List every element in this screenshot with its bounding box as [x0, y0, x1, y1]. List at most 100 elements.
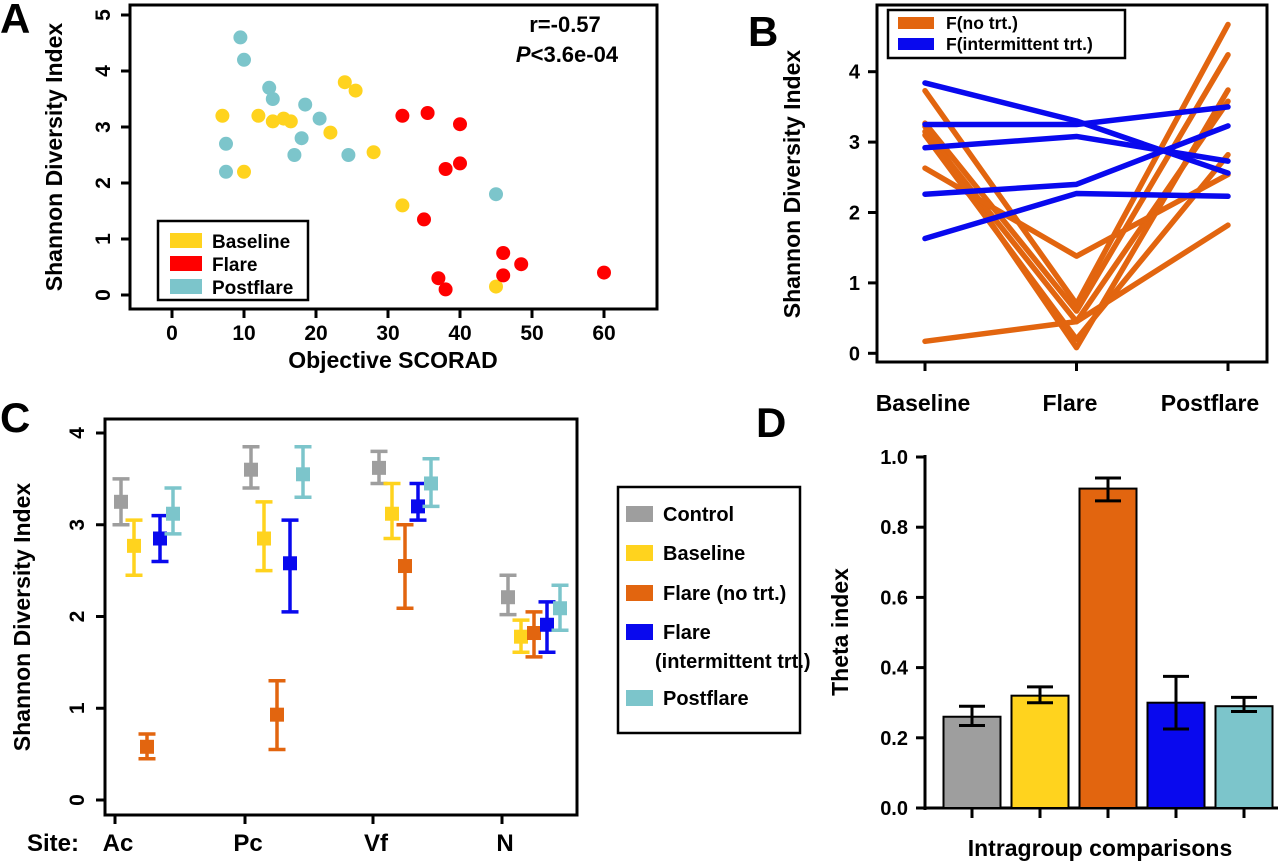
panel-b: 0 1 2 3 4 Shannon Diversity Index Baseline Flar… [779, 3, 1269, 416]
y-tick-label: 2 [849, 203, 860, 225]
legend-label: Postflare [663, 688, 749, 710]
y-tick-label: 3 [849, 132, 860, 154]
legend-swatch [626, 690, 653, 706]
x-category-label: Flare [1043, 390, 1098, 416]
group-3 [138, 523, 543, 761]
y-tick-label: 4 [66, 427, 89, 439]
y-tick-label: 0.2 [880, 728, 908, 750]
y-tick-label: 0 [849, 343, 860, 365]
point-square [372, 460, 386, 475]
scatter-point [219, 164, 233, 179]
y-axis: 0.0 0.2 0.4 0.6 0.8 1.0 Theta index [827, 447, 925, 820]
bar [942, 715, 1002, 809]
scatter-point [294, 131, 309, 146]
scatter-series-flare [395, 106, 611, 297]
legend: F(no trt.)F(intermittent trt.) [886, 8, 1127, 60]
scatter-series-baseline [215, 75, 503, 294]
panel-label-b: B [748, 8, 778, 55]
scatter-point [431, 271, 446, 286]
subject-line [922, 133, 1231, 164]
scatter-point [438, 162, 453, 176]
x-category-label: Baseline [876, 390, 971, 416]
scatter-point [438, 282, 453, 297]
legend-swatch [170, 256, 202, 271]
scatter-point [417, 212, 431, 227]
x-axis-title: Intragroup comparisons [968, 835, 1233, 861]
point-square [114, 494, 128, 509]
y-tick-label: 1 [66, 702, 89, 714]
scatter-point [237, 52, 251, 67]
scatter-point [312, 111, 327, 126]
y-tick-label: 0.6 [880, 587, 908, 609]
subject-line [922, 222, 1231, 345]
bar-group-1 [942, 704, 1002, 818]
scatter-point [489, 187, 503, 202]
y-tick-label: 3 [92, 121, 115, 133]
scatter-point [283, 114, 298, 129]
legend-swatch [626, 545, 653, 561]
bar-group-2 [1010, 685, 1070, 818]
subject-line [922, 104, 1231, 128]
bar [1078, 487, 1138, 809]
scatter-point [265, 114, 280, 129]
point-square [296, 467, 310, 482]
y-tick-label: 3 [66, 519, 89, 531]
scatter-point [323, 125, 338, 140]
point-square [244, 462, 258, 477]
y-axis: 0 1 2 3 4 Shannon Diversity Index [9, 427, 105, 806]
line-series [922, 80, 1231, 242]
subject-line [922, 21, 1231, 307]
subject-line [922, 80, 1231, 176]
p-italic: P [516, 42, 531, 67]
x-tick-label: 30 [376, 322, 399, 345]
x-axis: Site: Ac Pc Vf N [27, 815, 514, 857]
legend-label: Control [663, 504, 734, 526]
scatter-point [514, 257, 529, 272]
panel-c: 0 1 2 3 4 Shannon Diversity Index Site: Ac Pc Vf N [9, 417, 579, 857]
legend-label: Flare [663, 622, 711, 644]
scatter-point [215, 108, 230, 123]
point-square [501, 590, 515, 605]
y-axis: 0 1 2 3 4 Shannon Diversity Index [779, 50, 877, 365]
y-tick-label: 1.0 [880, 447, 908, 469]
scatter-point [597, 265, 611, 280]
y-tick-label: 0.8 [880, 517, 908, 539]
line-series [922, 21, 1231, 351]
x-axis: 0 10 20 30 40 50 60 Objective SCORAD [166, 309, 616, 373]
site-label: Pc [233, 830, 262, 857]
scatter-point [348, 83, 363, 98]
y-tick-label: 0 [92, 289, 115, 301]
x-tick-label: 40 [448, 322, 471, 345]
p-value: P<3.6e-04 [516, 42, 619, 67]
scatter-point [489, 279, 503, 294]
bar-group-5 [1214, 695, 1274, 818]
site-label: N [496, 830, 513, 857]
scatter-point [265, 92, 280, 106]
site-label: Vf [364, 830, 389, 857]
subject-line [922, 132, 1231, 342]
point-square [398, 559, 412, 574]
point-square [514, 629, 528, 644]
legend-swatch [626, 506, 653, 522]
point-square [140, 739, 154, 754]
y-axis-title: Shannon Diversity Index [9, 483, 35, 752]
legend-label: Flare (no trt.) [663, 583, 786, 605]
scatter-point [298, 97, 313, 112]
point-square [411, 499, 425, 514]
x-tick-label: 10 [232, 322, 255, 345]
legend-label: Flare [212, 255, 257, 276]
panel-a: 0 10 20 30 40 50 60 Objective SCORAD 0 1 2 3 4 5 Shann… [41, 3, 659, 373]
point-square [424, 476, 438, 491]
legend-label: Baseline [663, 543, 745, 565]
y-axis-title: Shannon Diversity Index [41, 23, 67, 292]
x-tick-label: 60 [592, 322, 615, 345]
point-square [527, 626, 541, 641]
scatter-point [237, 164, 251, 179]
plot-box [875, 3, 1269, 364]
y-axis: 0 1 2 3 4 5 Shannon Diversity Index [41, 9, 130, 301]
legend-label: Baseline [212, 232, 290, 253]
y-tick-label: 0.4 [880, 658, 909, 680]
scatter-point [453, 117, 467, 132]
